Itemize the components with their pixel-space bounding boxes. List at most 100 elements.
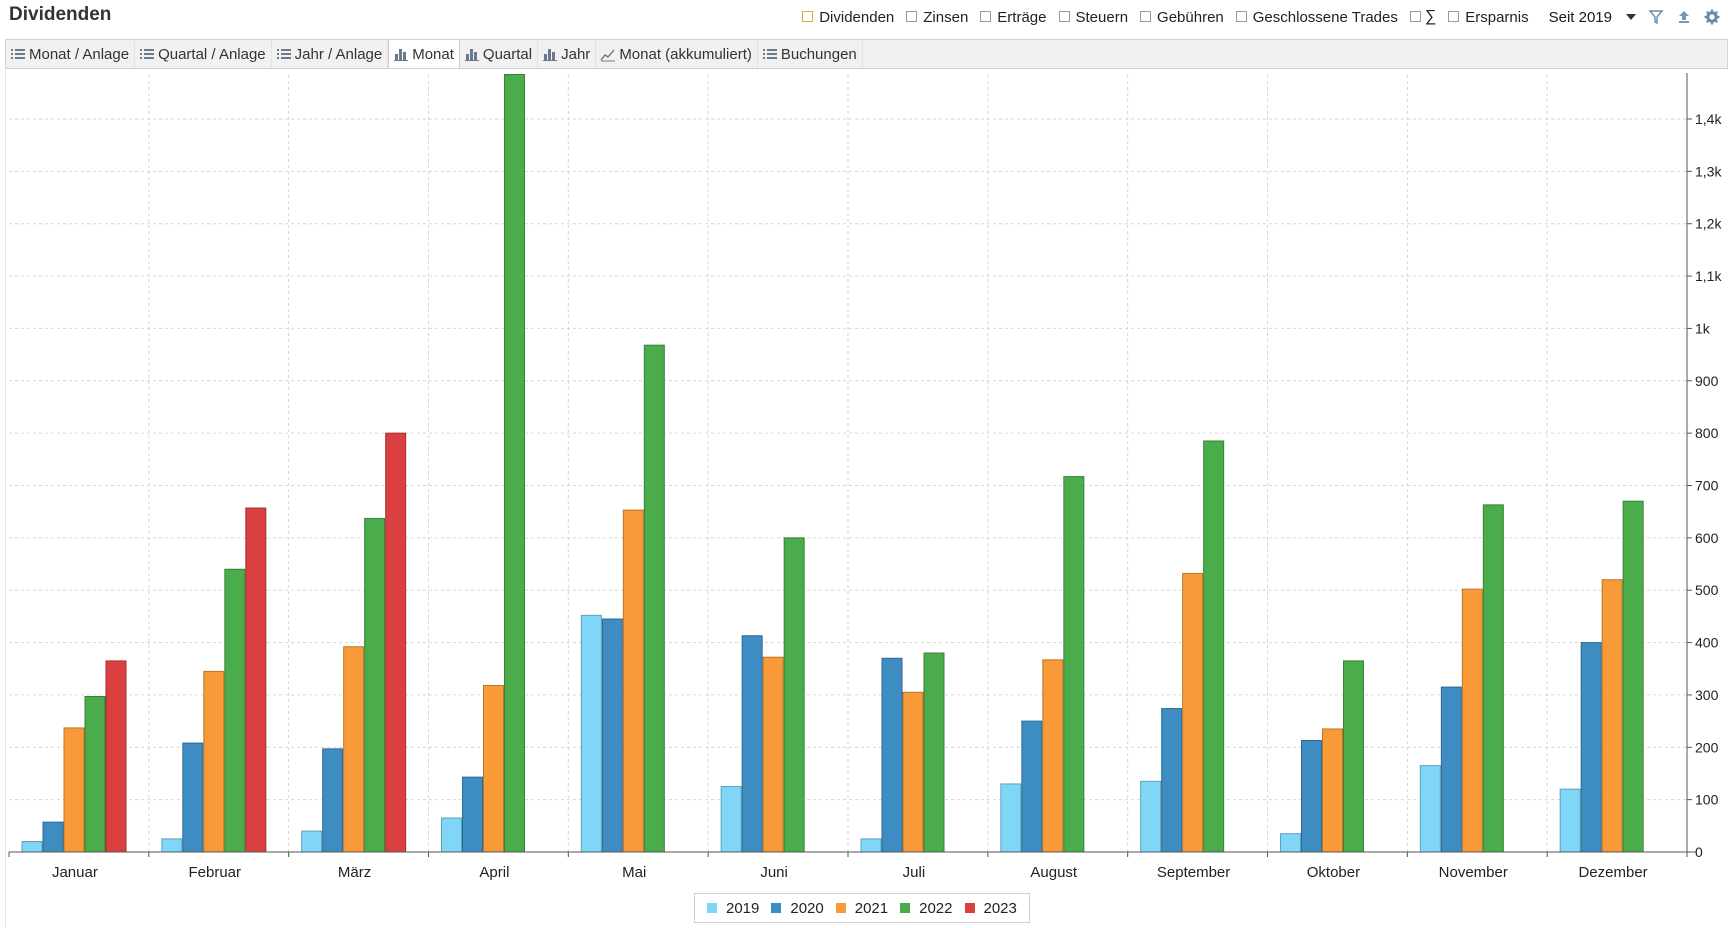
bar-2021-februar[interactable] bbox=[203, 670, 225, 853]
tab-buchungen[interactable]: Buchungen bbox=[758, 40, 863, 68]
bar-2021-dezember[interactable] bbox=[1601, 579, 1623, 853]
bar-2022-mai[interactable] bbox=[643, 344, 665, 853]
bar-2019-mai[interactable] bbox=[580, 614, 602, 853]
checkbox-box[interactable] bbox=[1235, 10, 1247, 22]
bar-2021-august[interactable] bbox=[1042, 659, 1064, 853]
y-tick-label: 300 bbox=[1695, 687, 1719, 703]
bar-2020-oktober[interactable] bbox=[1301, 739, 1322, 853]
bar-2021-november[interactable] bbox=[1461, 588, 1483, 853]
bar-2020-mai[interactable] bbox=[601, 618, 623, 853]
export-icon[interactable] bbox=[1676, 9, 1692, 25]
tab-monat-akkumuliert[interactable]: Monat (akkumuliert) bbox=[596, 40, 758, 68]
since-year-dropdown[interactable]: Seit 2019 bbox=[1549, 9, 1636, 26]
bar-2020-august[interactable] bbox=[1021, 720, 1043, 853]
filter-dividenden-checkbox[interactable]: Dividenden bbox=[802, 9, 894, 26]
checkbox-box[interactable] bbox=[906, 10, 918, 22]
bar-2020-februar[interactable] bbox=[182, 742, 204, 853]
bar-2023-februar[interactable] bbox=[245, 507, 267, 853]
bar-2023-januar[interactable] bbox=[105, 660, 127, 853]
bar-2022-juni[interactable] bbox=[783, 537, 805, 853]
bar-2021-januar[interactable] bbox=[63, 727, 85, 853]
checkbox-box[interactable] bbox=[980, 10, 992, 22]
bar-2022-dezember[interactable] bbox=[1622, 500, 1644, 853]
bar-2020-juli[interactable] bbox=[881, 657, 903, 853]
chevron-down-icon bbox=[1626, 14, 1636, 20]
bar-2019-märz[interactable] bbox=[301, 830, 323, 853]
bar-2021-september[interactable] bbox=[1182, 572, 1204, 853]
tab-monat[interactable]: Monat bbox=[388, 40, 460, 68]
checkbox-box[interactable] bbox=[1448, 10, 1460, 22]
checkbox-box[interactable] bbox=[1058, 10, 1070, 22]
filter-steuern-checkbox[interactable]: Steuern bbox=[1058, 9, 1128, 26]
legend-item-2020[interactable]: 2020 bbox=[771, 900, 824, 917]
bar-2021-oktober[interactable] bbox=[1322, 728, 1343, 853]
checkbox-box[interactable] bbox=[802, 10, 814, 22]
bar-2022-november[interactable] bbox=[1482, 504, 1504, 853]
y-tick-label: 800 bbox=[1695, 425, 1719, 441]
bar-2019-januar[interactable] bbox=[21, 841, 43, 853]
x-tick-label: November bbox=[1439, 864, 1508, 881]
bar-2022-april[interactable] bbox=[504, 73, 525, 853]
bar-2022-juli[interactable] bbox=[923, 652, 945, 853]
y-tick-label: 0 bbox=[1695, 844, 1703, 860]
legend-item-2019[interactable]: 2019 bbox=[707, 900, 759, 917]
bar-2021-mai[interactable] bbox=[622, 509, 644, 853]
filter-gebühren-checkbox[interactable]: Gebühren bbox=[1140, 9, 1224, 26]
bar-2019-august[interactable] bbox=[1000, 783, 1022, 853]
bar-2022-september[interactable] bbox=[1203, 440, 1225, 853]
bar-2023-märz[interactable] bbox=[385, 432, 407, 853]
x-tick-label: September bbox=[1157, 864, 1230, 881]
filter-ersparnis-checkbox[interactable]: Ersparnis bbox=[1448, 9, 1529, 26]
bar-2022-august[interactable] bbox=[1063, 476, 1085, 853]
bar-2022-januar[interactable] bbox=[84, 695, 106, 853]
settings-icon[interactable] bbox=[1704, 9, 1720, 25]
y-tick-label: 400 bbox=[1695, 635, 1719, 651]
filter-zinsen-checkbox[interactable]: Zinsen bbox=[906, 9, 968, 26]
bar-2019-februar[interactable] bbox=[161, 838, 183, 853]
checkbox-box[interactable] bbox=[1140, 10, 1152, 22]
bar-chart-icon bbox=[393, 46, 409, 62]
bar-2021-april[interactable] bbox=[483, 685, 504, 853]
filter-icon[interactable] bbox=[1648, 9, 1664, 25]
filter-erträge-checkbox[interactable]: Erträge bbox=[980, 9, 1047, 26]
header-bar: Dividenden Dividenden Zinsen Erträge Steuer… bbox=[0, 0, 1728, 36]
header-controls: Dividenden Zinsen Erträge Steuern Gebühren Ge… bbox=[790, 0, 1720, 34]
legend-item-2022[interactable]: 2022 bbox=[900, 900, 953, 917]
bar-2020-märz[interactable] bbox=[322, 748, 344, 853]
filter-geschlossene-trades-checkbox[interactable]: Geschlossene Trades bbox=[1235, 9, 1398, 26]
bar-2019-september[interactable] bbox=[1140, 780, 1162, 853]
bar-2020-november[interactable] bbox=[1440, 686, 1462, 853]
tab-jahr-anlage[interactable]: Jahr / Anlage bbox=[272, 40, 389, 68]
tab-quartal-anlage[interactable]: Quartal / Anlage bbox=[135, 40, 272, 68]
legend-item-2021[interactable]: 2021 bbox=[835, 900, 888, 917]
list-icon bbox=[762, 46, 778, 62]
legend-item-2023[interactable]: 2023 bbox=[964, 900, 1017, 917]
tab-monat-anlage[interactable]: Monat / Anlage bbox=[6, 40, 136, 68]
bar-2020-januar[interactable] bbox=[42, 821, 64, 853]
bar-2022-märz[interactable] bbox=[364, 517, 386, 853]
chart-legend: 2019 2020 2021 2022 2023 bbox=[694, 893, 1030, 923]
bar-2019-juli[interactable] bbox=[860, 838, 882, 853]
bar-2019-juni[interactable] bbox=[720, 786, 742, 853]
filter-sum-checkbox[interactable]: ∑ bbox=[1409, 8, 1436, 26]
bar-2021-juni[interactable] bbox=[762, 656, 784, 853]
bar-2020-dezember[interactable] bbox=[1580, 642, 1602, 853]
bar-2020-juni[interactable] bbox=[741, 635, 763, 853]
bar-2019-april[interactable] bbox=[441, 817, 462, 853]
bar-2020-september[interactable] bbox=[1161, 708, 1183, 853]
bar-2019-dezember[interactable] bbox=[1559, 788, 1581, 853]
tab-label: Buchungen bbox=[780, 45, 857, 63]
tab-quartal[interactable]: Quartal bbox=[460, 40, 539, 68]
tab-jahr[interactable]: Jahr bbox=[538, 40, 597, 68]
bar-2019-november[interactable] bbox=[1419, 765, 1441, 853]
filter-label: Gebühren bbox=[1157, 8, 1224, 26]
x-tick-label: Januar bbox=[52, 864, 98, 881]
x-tick-label: Juli bbox=[903, 864, 926, 881]
checkbox-box[interactable] bbox=[1409, 10, 1421, 22]
bar-2021-märz[interactable] bbox=[343, 646, 365, 853]
bar-2022-februar[interactable] bbox=[224, 568, 246, 853]
bar-2022-oktober[interactable] bbox=[1343, 660, 1364, 853]
bar-2020-april[interactable] bbox=[462, 776, 483, 853]
bar-2019-oktober[interactable] bbox=[1280, 833, 1301, 853]
bar-2021-juli[interactable] bbox=[902, 691, 924, 853]
